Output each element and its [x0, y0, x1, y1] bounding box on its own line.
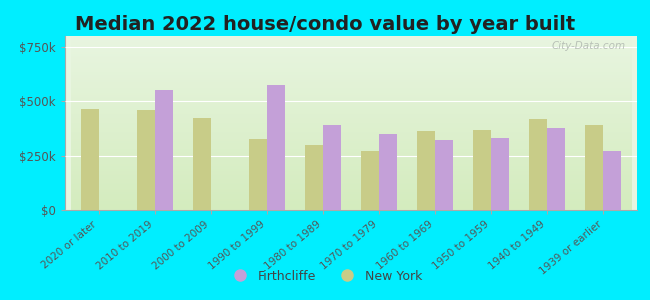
- Bar: [435, 140, 453, 210]
- Bar: [603, 151, 621, 210]
- Bar: [193, 118, 211, 210]
- Text: Median 2022 house/condo value by year built: Median 2022 house/condo value by year bu…: [75, 15, 575, 34]
- Bar: [473, 130, 491, 210]
- Bar: [305, 145, 323, 210]
- Bar: [249, 139, 267, 210]
- Bar: [81, 109, 99, 210]
- Bar: [155, 90, 173, 210]
- Legend: Firthcliffe, New York: Firthcliffe, New York: [223, 265, 427, 288]
- Bar: [586, 125, 603, 210]
- Text: City-Data.com: City-Data.com: [551, 41, 625, 51]
- Bar: [361, 151, 379, 210]
- Bar: [323, 125, 341, 210]
- Bar: [547, 128, 566, 210]
- Bar: [267, 85, 285, 210]
- Bar: [491, 138, 509, 210]
- Bar: [417, 130, 435, 210]
- Bar: [529, 119, 547, 210]
- Bar: [379, 134, 397, 210]
- Bar: [136, 110, 155, 210]
